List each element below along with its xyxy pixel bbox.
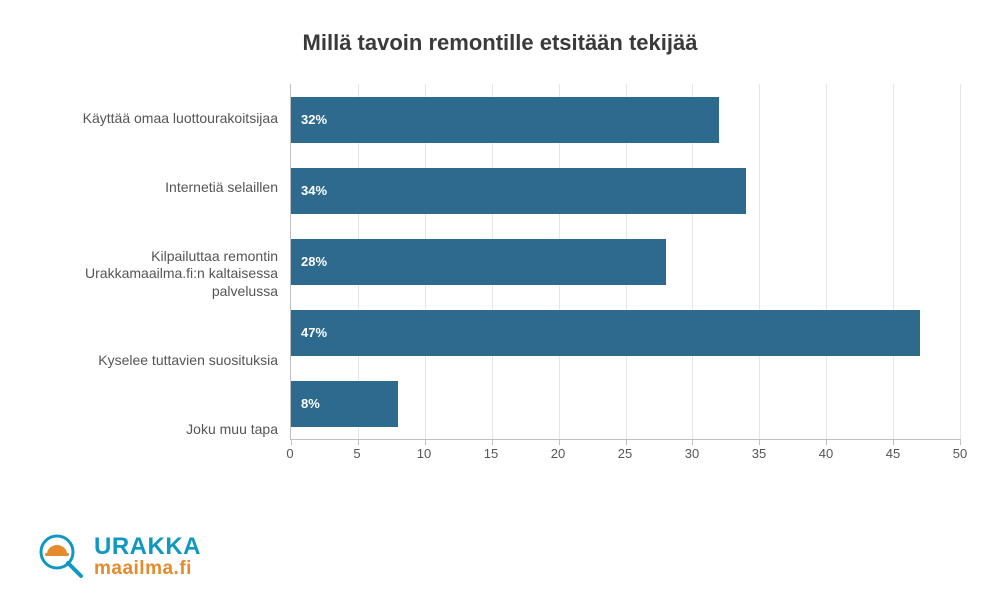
bar: 8% bbox=[291, 381, 398, 427]
x-tick-label: 10 bbox=[417, 446, 431, 461]
x-tick-label: 45 bbox=[886, 446, 900, 461]
y-axis-label: Joku muu tapa bbox=[40, 421, 278, 439]
y-axis-label: Käyttää omaa luottourakoitsijaa bbox=[40, 110, 278, 128]
logo-line-1: URakka bbox=[94, 535, 201, 559]
brand-logo: URakka maailma.fi bbox=[34, 530, 201, 582]
bars-region: 32% 34% 28% 47% 8% bbox=[290, 84, 960, 440]
logo-line-2: maailma.fi bbox=[94, 559, 201, 578]
gridline bbox=[960, 84, 961, 439]
x-axis: 05101520253035404550 bbox=[290, 440, 960, 464]
x-tick-label: 15 bbox=[484, 446, 498, 461]
bars: 32% 34% 28% 47% 8% bbox=[291, 84, 960, 439]
bar-row: 8% bbox=[291, 381, 960, 427]
bar-row: 47% bbox=[291, 310, 960, 356]
bar-row: 32% bbox=[291, 97, 960, 143]
bars-axis-wrap: 32%34%28%47%8% 05101520253035404550 bbox=[290, 84, 960, 464]
bar: 28% bbox=[291, 239, 666, 285]
y-axis-label: Internetiä selaillen bbox=[40, 179, 278, 197]
x-tick-label: 25 bbox=[618, 446, 632, 461]
bar-row: 34% bbox=[291, 168, 960, 214]
logo-text: URakka maailma.fi bbox=[94, 535, 201, 578]
bar: 47% bbox=[291, 310, 920, 356]
x-tick-label: 0 bbox=[286, 446, 293, 461]
x-tick-label: 35 bbox=[752, 446, 766, 461]
x-tick bbox=[960, 439, 961, 445]
chart-title: Millä tavoin remontille etsitään tekijää bbox=[40, 30, 960, 56]
x-tick-label: 30 bbox=[685, 446, 699, 461]
y-axis-label: Kilpailuttaa remontin Urakkamaailma.fi:n… bbox=[40, 248, 278, 301]
y-axis-labels: Käyttää omaa luottourakoitsijaa Interneti… bbox=[40, 84, 290, 464]
magnifier-hardhat-icon bbox=[34, 530, 86, 582]
bar: 34% bbox=[291, 168, 746, 214]
x-tick-label: 40 bbox=[819, 446, 833, 461]
bar: 32% bbox=[291, 97, 719, 143]
x-tick-label: 5 bbox=[353, 446, 360, 461]
plot-area: Käyttää omaa luottourakoitsijaa Interneti… bbox=[40, 84, 960, 464]
bar-row: 28% bbox=[291, 239, 960, 285]
y-axis-label: Kyselee tuttavien suosituksia bbox=[40, 352, 278, 370]
chart-container: Millä tavoin remontille etsitään tekijää… bbox=[40, 30, 960, 500]
x-tick-label: 50 bbox=[953, 446, 967, 461]
x-tick-label: 20 bbox=[551, 446, 565, 461]
